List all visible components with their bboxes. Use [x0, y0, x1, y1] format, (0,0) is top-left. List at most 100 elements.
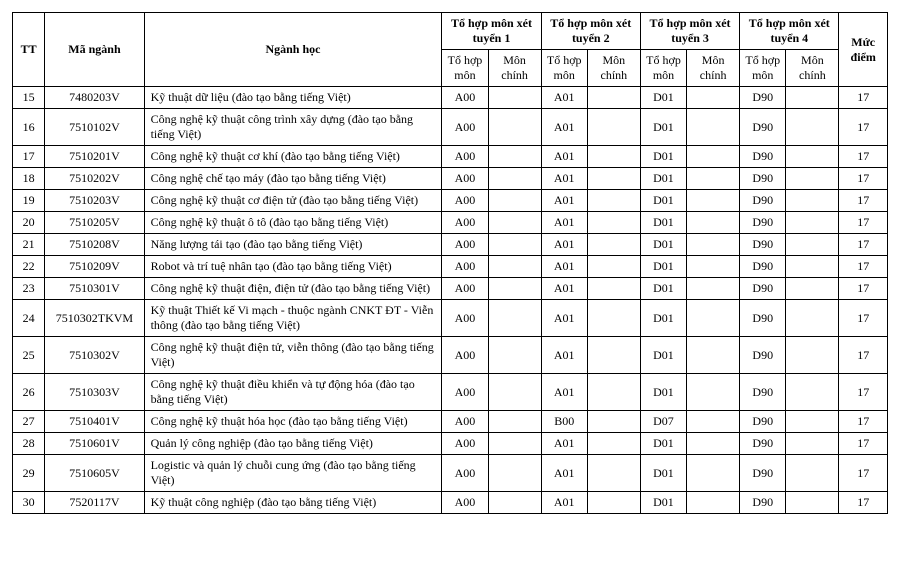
cell-c3: D01	[640, 168, 686, 190]
cell-m2	[587, 190, 640, 212]
cell-c4: D90	[740, 256, 786, 278]
table-row: 187510202VCông nghệ chế tạo máy (đào tạo…	[13, 168, 888, 190]
cell-c1: A00	[442, 433, 488, 455]
table-row: 297510605VLogistic và quản lý chuỗi cung…	[13, 455, 888, 492]
cell-score: 17	[839, 234, 888, 256]
cell-c4: D90	[740, 146, 786, 168]
cell-code: 7510203V	[45, 190, 144, 212]
header-thm-2: Tổ hợp môn	[541, 50, 587, 87]
cell-score: 17	[839, 87, 888, 109]
cell-name: Công nghệ kỹ thuật ô tô (đào tạo bằng ti…	[144, 212, 442, 234]
cell-c4: D90	[740, 492, 786, 514]
cell-c1: A00	[442, 374, 488, 411]
cell-c1: A00	[442, 455, 488, 492]
cell-m1	[488, 411, 541, 433]
cell-m4	[786, 168, 839, 190]
cell-m3	[687, 278, 740, 300]
cell-m3	[687, 146, 740, 168]
cell-m4	[786, 109, 839, 146]
cell-score: 17	[839, 455, 888, 492]
cell-m1	[488, 146, 541, 168]
cell-c3: D07	[640, 411, 686, 433]
cell-code: 7510601V	[45, 433, 144, 455]
cell-m2	[587, 278, 640, 300]
cell-tt: 30	[13, 492, 45, 514]
cell-m2	[587, 455, 640, 492]
table-row: 167510102VCông nghệ kỹ thuật công trình …	[13, 109, 888, 146]
cell-c1: A00	[442, 337, 488, 374]
cell-m2	[587, 374, 640, 411]
cell-m1	[488, 212, 541, 234]
cell-c4: D90	[740, 212, 786, 234]
header-tt: TT	[13, 13, 45, 87]
table-row: 197510203VCông nghệ kỹ thuật cơ điện tử …	[13, 190, 888, 212]
cell-code: 7510302TKVM	[45, 300, 144, 337]
cell-m3	[687, 87, 740, 109]
cell-c1: A00	[442, 278, 488, 300]
cell-c3: D01	[640, 212, 686, 234]
cell-c4: D90	[740, 455, 786, 492]
cell-m3	[687, 168, 740, 190]
cell-m1	[488, 278, 541, 300]
cell-m3	[687, 190, 740, 212]
cell-c4: D90	[740, 87, 786, 109]
cell-c4: D90	[740, 190, 786, 212]
cell-c2: A01	[541, 212, 587, 234]
cell-score: 17	[839, 374, 888, 411]
cell-c2: A01	[541, 374, 587, 411]
cell-score: 17	[839, 337, 888, 374]
cell-c1: A00	[442, 411, 488, 433]
cell-code: 7510205V	[45, 212, 144, 234]
table-row: 307520117VKỹ thuật công nghiệp (đào tạo …	[13, 492, 888, 514]
cell-tt: 18	[13, 168, 45, 190]
cell-code: 7510209V	[45, 256, 144, 278]
cell-c2: A01	[541, 234, 587, 256]
cell-tt: 21	[13, 234, 45, 256]
cell-c1: A00	[442, 300, 488, 337]
cell-m2	[587, 433, 640, 455]
cell-m4	[786, 433, 839, 455]
cell-name: Kỹ thuật công nghiệp (đào tạo bằng tiếng…	[144, 492, 442, 514]
cell-c3: D01	[640, 455, 686, 492]
cell-m1	[488, 256, 541, 278]
cell-c2: A01	[541, 146, 587, 168]
cell-m4	[786, 256, 839, 278]
table-row: 177510201VCông nghệ kỹ thuật cơ khí (đào…	[13, 146, 888, 168]
cell-c2: A01	[541, 87, 587, 109]
cell-name: Năng lượng tái tạo (đào tạo bằng tiếng V…	[144, 234, 442, 256]
cell-m4	[786, 212, 839, 234]
cell-m1	[488, 234, 541, 256]
cell-m2	[587, 168, 640, 190]
cell-m4	[786, 234, 839, 256]
table-row: 217510208VNăng lượng tái tạo (đào tạo bằ…	[13, 234, 888, 256]
cell-c3: D01	[640, 109, 686, 146]
cell-score: 17	[839, 212, 888, 234]
cell-score: 17	[839, 411, 888, 433]
header-thm-1: Tổ hợp môn	[442, 50, 488, 87]
cell-score: 17	[839, 300, 888, 337]
cell-c1: A00	[442, 146, 488, 168]
cell-m4	[786, 411, 839, 433]
cell-m1	[488, 190, 541, 212]
cell-m4	[786, 374, 839, 411]
cell-code: 7510303V	[45, 374, 144, 411]
cell-m1	[488, 168, 541, 190]
cell-m3	[687, 109, 740, 146]
cell-tt: 26	[13, 374, 45, 411]
cell-name: Công nghệ kỹ thuật cơ điện tử (đào tạo b…	[144, 190, 442, 212]
header-thx-1: Tổ hợp môn xét tuyển 1	[442, 13, 541, 50]
cell-m2	[587, 256, 640, 278]
cell-c4: D90	[740, 433, 786, 455]
cell-tt: 22	[13, 256, 45, 278]
cell-m4	[786, 300, 839, 337]
cell-c2: A01	[541, 337, 587, 374]
cell-c3: D01	[640, 256, 686, 278]
cell-tt: 17	[13, 146, 45, 168]
cell-m2	[587, 212, 640, 234]
cell-c3: D01	[640, 433, 686, 455]
cell-code: 7520117V	[45, 492, 144, 514]
table-body: 157480203VKỹ thuật dữ liệu (đào tạo bằng…	[13, 87, 888, 514]
header-ma-nganh: Mã ngành	[45, 13, 144, 87]
cell-m2	[587, 411, 640, 433]
cell-c3: D01	[640, 374, 686, 411]
